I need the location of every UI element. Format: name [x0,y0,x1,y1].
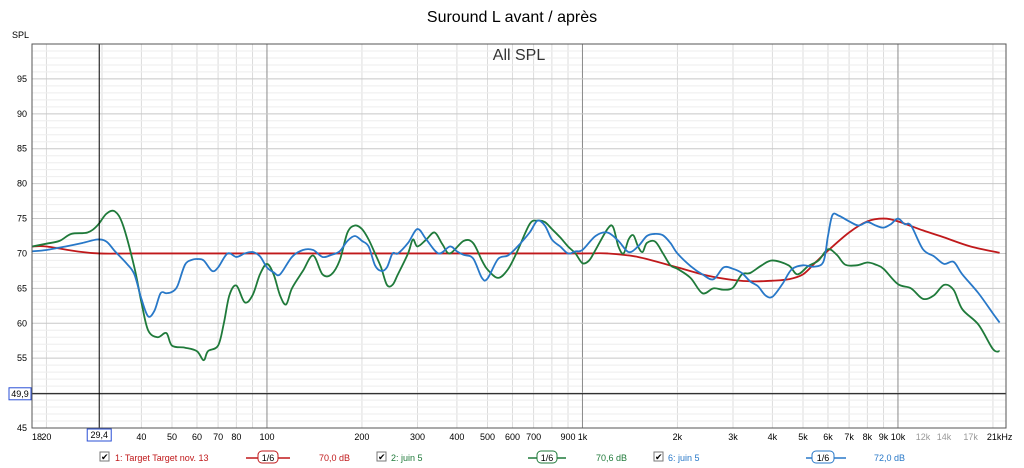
x-tick-label: 20 [41,432,51,442]
legend-checkbox-green[interactable] [376,451,387,462]
series-line [31,212,1001,324]
x-tick-label: 200 [354,432,369,442]
x-tick-label: 900 [561,432,576,442]
legend-checkbox-blue[interactable] [653,451,664,462]
x-tick-label: 300 [410,432,425,442]
x-tick-label: 14k [937,432,952,442]
legend-level-target: 70,0 dB [319,453,350,463]
x-tick-label: 500 [480,432,495,442]
legend-label-blue: 6: juin 5 [668,453,700,463]
chart-subtitle: All SPL [493,47,546,64]
plot-area[interactable] [32,44,1006,428]
x-tick-label: 80 [231,432,241,442]
x-tick-label: 100 [259,432,274,442]
x-tick-label: 400 [449,432,464,442]
x-tick-label: 600 [505,432,520,442]
y-tick-label: 55 [17,353,27,363]
legend-label-target: 1: Target Target nov. 13 [115,453,209,463]
y-tick-label: 65 [17,283,27,293]
legend-item-juin5-blue: ✔ 6: juin 5 1/6 72,0 dB [653,450,905,464]
y-tick-label: 85 [17,144,27,154]
cursor-x-readout-box [86,428,112,442]
smoothing-button-target[interactable] [257,450,279,464]
x-tick-label: 21kHz [987,432,1013,442]
x-tick-label: 2k [673,432,683,442]
y-axis-label: SPL [12,30,29,40]
x-tick-label: 40 [136,432,146,442]
y-tick-label: 45 [17,423,27,433]
x-tick-label: 4k [768,432,778,442]
smoothing-label-target: 1/6 [262,453,275,463]
plot-border [31,43,1007,429]
y-tick-label: 75 [17,214,27,224]
x-tick-label: 5k [798,432,808,442]
check-icon: ✔ [378,452,386,462]
x-tick-label: 60 [192,432,202,442]
legend-level-green: 70,6 dB [596,453,627,463]
legend-item-juin5-green: ✔ 2: juin 5 1/6 70,6 dB [376,450,627,464]
series-layer [31,209,1001,362]
x-tick-label: 18 [32,432,42,442]
x-tick-labels: 18 20 40 50 60 70 80 100 200 300 400 500 600 700 900 1k… [32,432,1013,442]
x-tick-label: 50 [167,432,177,442]
legend-checkbox-target[interactable] [99,451,110,462]
check-icon: ✔ [655,452,663,462]
series-line [31,209,1000,362]
x-tick-label: 8k [863,432,873,442]
smoothing-label-green: 1/6 [541,453,554,463]
y-tick-label: 95 [17,74,27,84]
legend: ✔ 1: Target Target nov. 13 1/6 70,0 dB ✔… [99,450,905,464]
cursor-y-readout: 49,9 [11,389,29,399]
y-tick-label: 90 [17,109,27,119]
x-tick-label: 1k [578,432,588,442]
y-tick-label: 80 [17,179,27,189]
smoothing-button-green[interactable] [536,450,558,464]
x-tick-label: 12k [916,432,931,442]
x-tick-label: 6k [823,432,833,442]
x-tick-label: 10k [891,432,906,442]
x-tick-label: 7k [844,432,854,442]
legend-level-blue: 72,0 dB [874,453,905,463]
y-tick-label: 60 [17,318,27,328]
cursor-x-readout: 29,4 [90,430,108,440]
smoothing-button-blue[interactable] [811,450,835,464]
x-tick-label: 17k [963,432,978,442]
legend-label-green: 2: juin 5 [391,453,423,463]
x-tick-label: 700 [526,432,541,442]
x-tick-label: 3k [728,432,738,442]
x-tick-label: 9k [879,432,889,442]
y-tick-label: 70 [17,248,27,258]
chart-title: Suround L avant / après [427,9,597,26]
series-line [31,217,1000,283]
legend-item-target: ✔ 1: Target Target nov. 13 1/6 70,0 dB [99,450,350,464]
cursor-y-readout-box [8,387,32,401]
smoothing-label-blue: 1/6 [817,453,830,463]
y-tick-labels: 45 55 60 65 70 75 80 85 90 95 [17,74,27,433]
minor-gridlines [32,44,1006,428]
x-tick-label: 70 [213,432,223,442]
check-icon: ✔ [101,452,109,462]
